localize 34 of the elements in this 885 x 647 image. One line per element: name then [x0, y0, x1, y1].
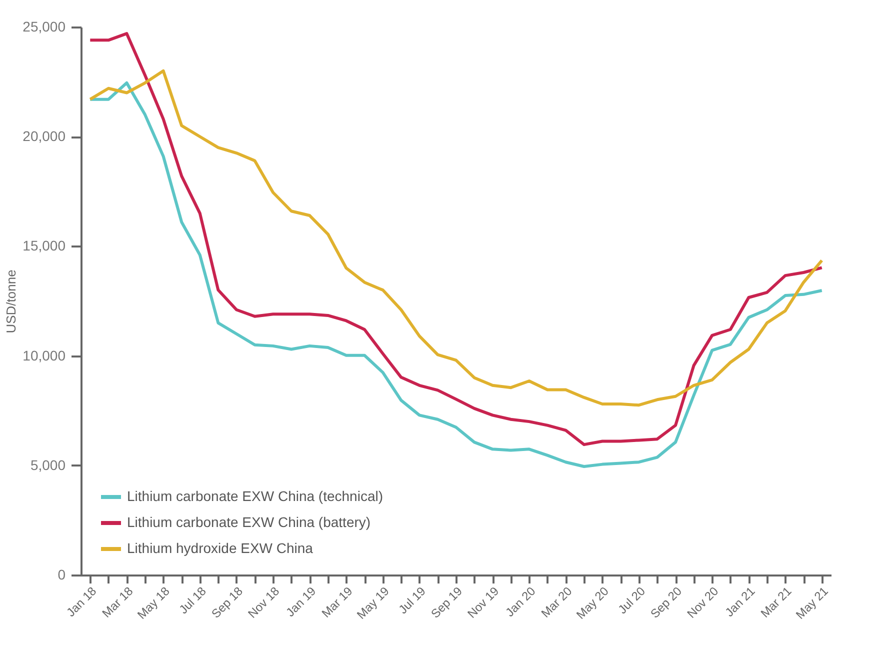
x-tick-label: Sep 20: [648, 584, 685, 621]
x-tick-label: Jan 18: [64, 584, 100, 620]
y-tick-label: 5,000: [30, 456, 66, 473]
x-tick-label: Mar 21: [758, 584, 794, 620]
y-axis-title: USD/tonne: [4, 270, 19, 334]
x-tick-label: May 20: [574, 584, 612, 622]
y-tick-label: 15,000: [22, 238, 66, 254]
x-tick-label: May 18: [134, 584, 173, 622]
line-series: [88, 32, 824, 446]
x-tick-label: Jan 19: [283, 584, 319, 620]
line-series: [88, 69, 824, 407]
y-tick-label: 10,000: [22, 347, 66, 364]
x-tick-label: Mar 18: [99, 584, 136, 620]
y-tick-label: 20,000: [22, 128, 66, 144]
x-tick-label: May 19: [354, 584, 392, 622]
x-tick-label: Jul 20: [615, 584, 648, 617]
x-tick-label: Jul 18: [176, 584, 210, 617]
x-tick-label: May 21: [793, 584, 832, 622]
line-series: [88, 81, 824, 468]
x-tick-label: Nov 20: [684, 584, 722, 621]
x-tick-label: Nov 18: [245, 584, 282, 621]
y-tick-label: 0: [58, 566, 66, 582]
legend-label: Lithium carbonate EXW China (technical): [127, 488, 384, 504]
y-tick-label: 25,000: [22, 18, 66, 34]
x-tick-label: Jan 20: [502, 584, 538, 620]
x-tick-label: Sep 19: [428, 584, 466, 621]
legend-label: Lithium hydroxide EXW China: [127, 540, 314, 556]
x-tick-label: Jan 21: [722, 584, 758, 620]
x-tick-label: Sep 18: [208, 584, 246, 621]
legend-label: Lithium carbonate EXW China (battery): [127, 514, 371, 530]
x-tick-label: Jul 19: [396, 584, 429, 617]
x-tick-label: Nov 19: [464, 584, 502, 621]
x-tick-label: Mar 20: [538, 584, 575, 620]
x-tick-label: Mar 19: [318, 584, 356, 620]
